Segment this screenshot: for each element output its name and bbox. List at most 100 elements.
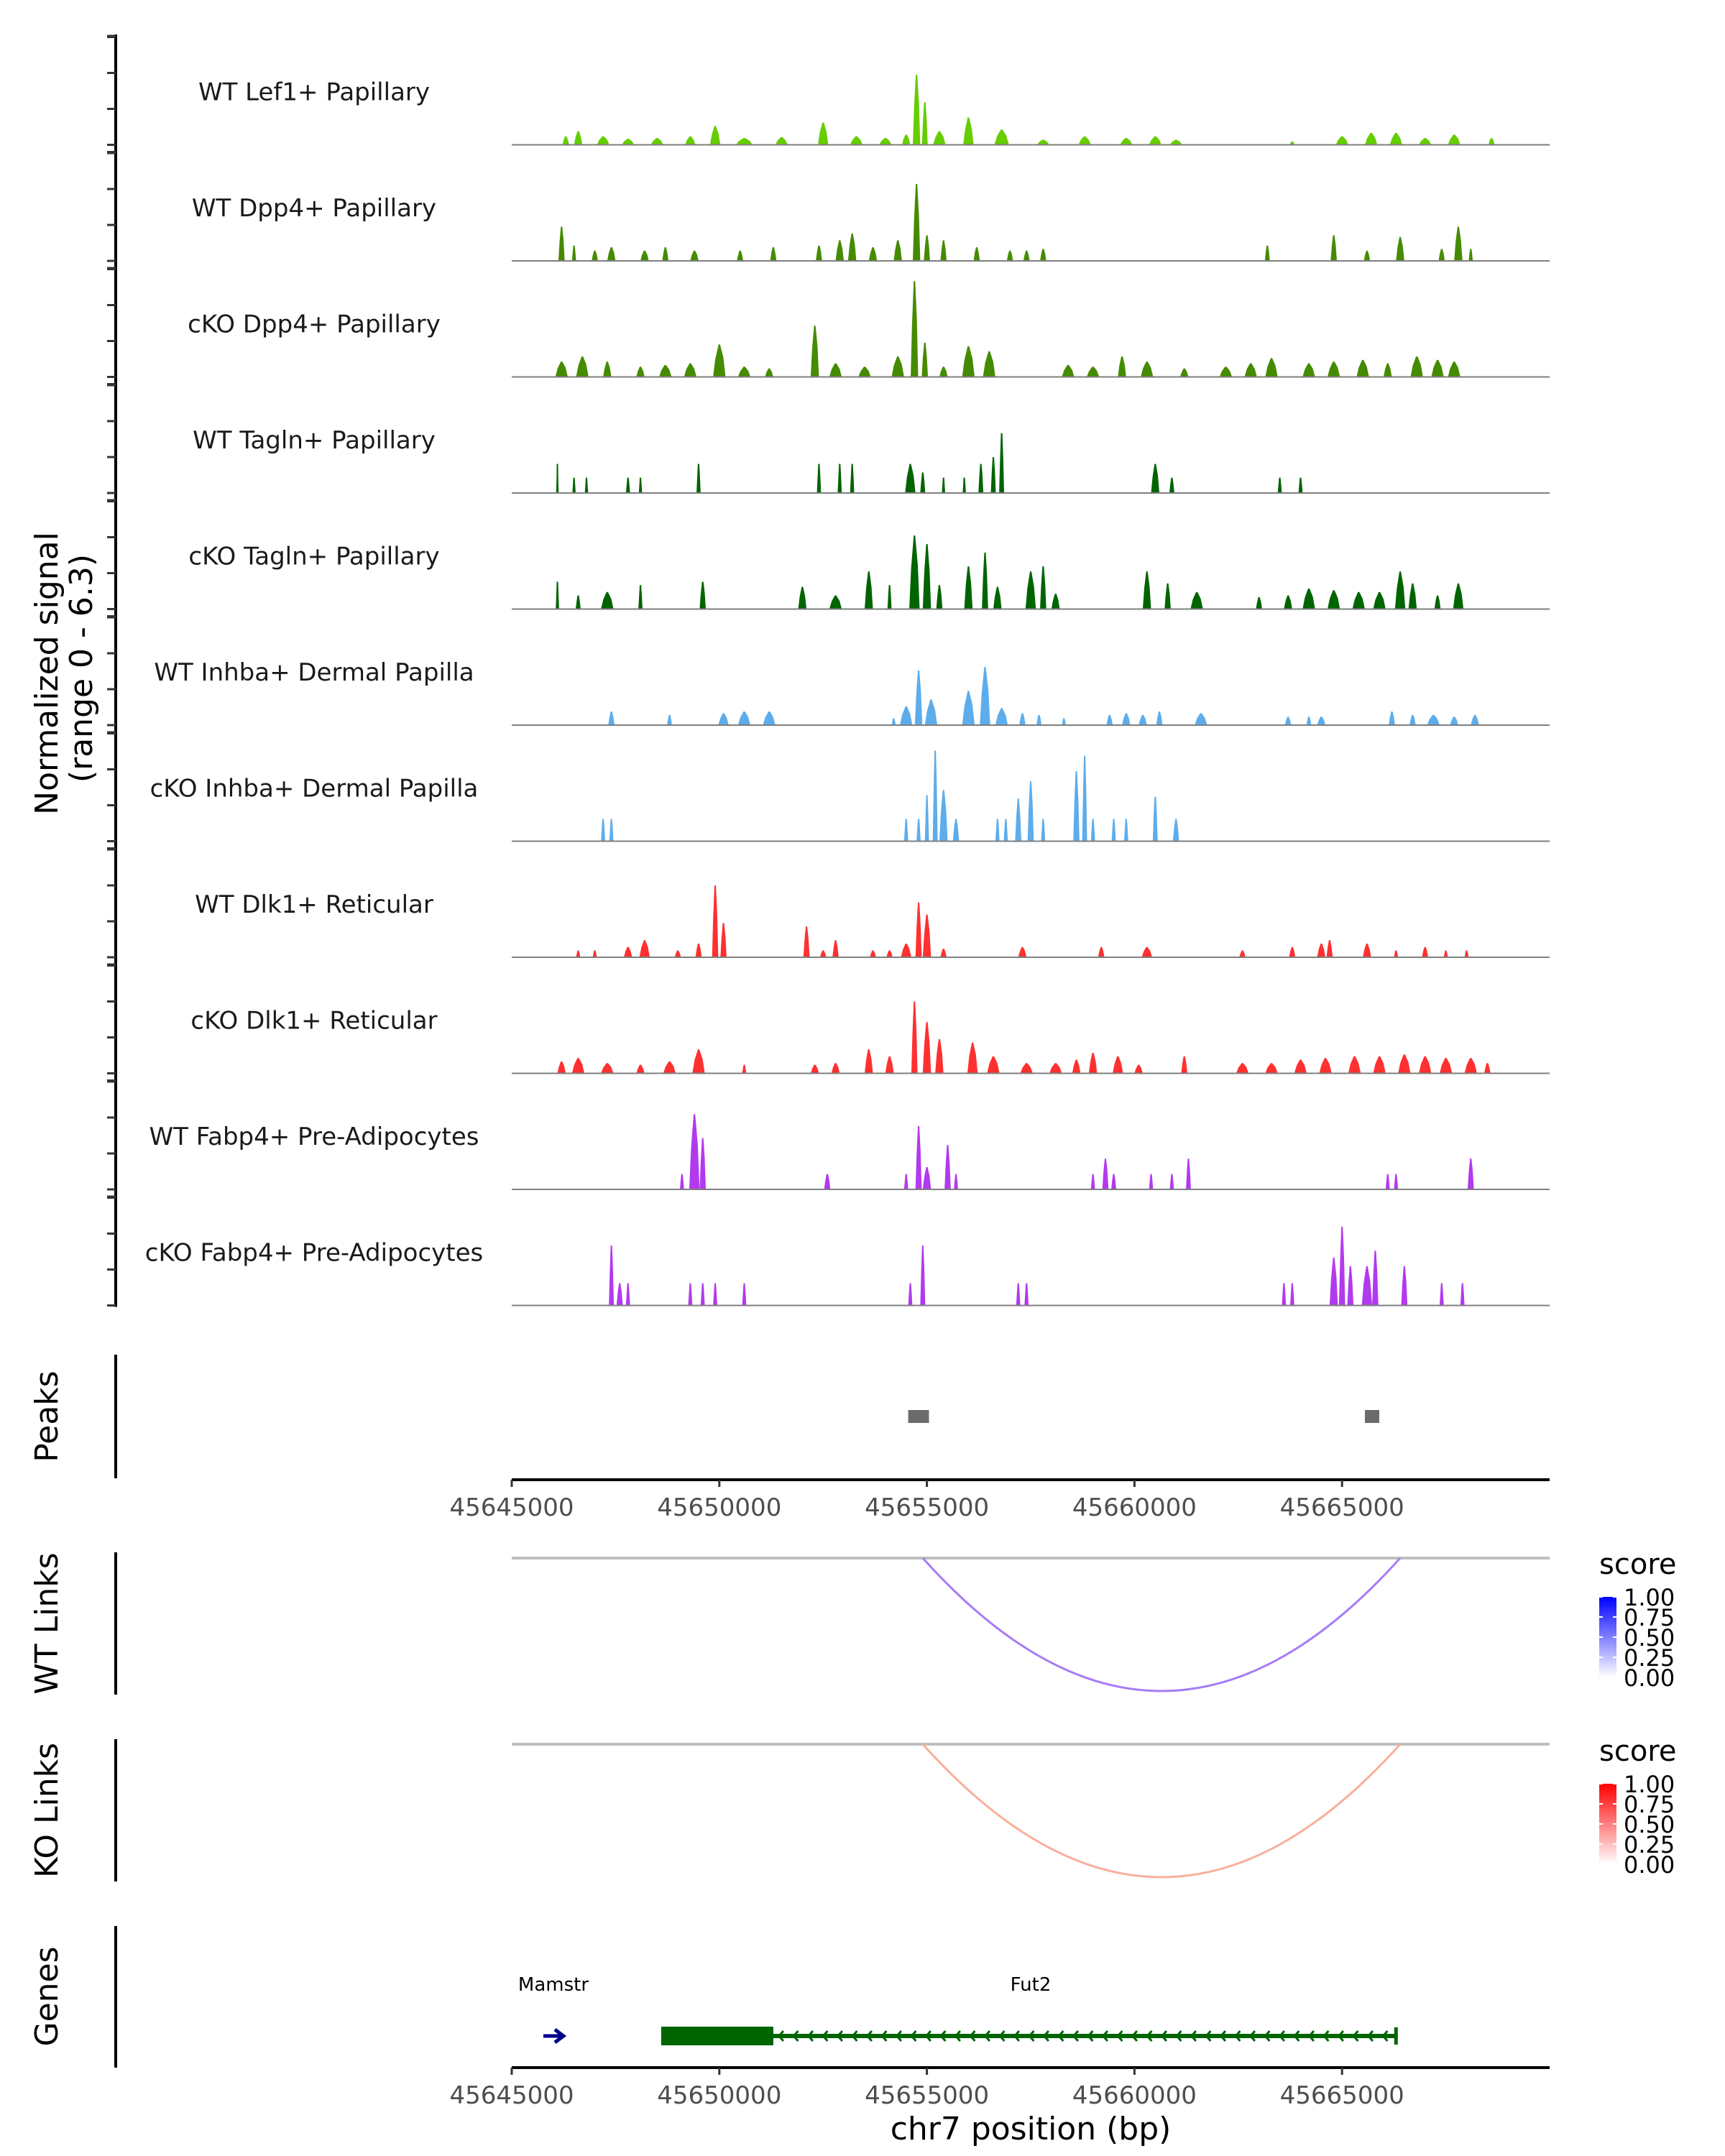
coverage-track: WT Tagln+ Papillary xyxy=(193,426,1550,494)
signal-peak xyxy=(609,819,614,842)
signal-peak xyxy=(775,137,788,145)
strand-chevron-icon xyxy=(1307,2030,1315,2042)
signal-peak xyxy=(915,1125,922,1189)
legend-tick-label: 0.50 xyxy=(1624,1811,1675,1838)
signal-peak xyxy=(1338,1226,1346,1306)
signal-peak xyxy=(1172,819,1179,842)
signal-peak xyxy=(1102,1158,1109,1189)
signal-peak xyxy=(1431,359,1444,377)
signal-peak xyxy=(556,581,559,609)
signal-peak xyxy=(1282,1283,1287,1306)
signal-peak xyxy=(684,363,697,377)
signal-peak xyxy=(603,361,612,377)
signal-peak xyxy=(709,126,721,145)
signal-peak xyxy=(737,367,751,377)
peak-regions xyxy=(908,1410,1379,1423)
signal-peak xyxy=(939,790,948,842)
signal-peak xyxy=(1408,583,1417,609)
signal-peak xyxy=(597,136,610,145)
signal-peak xyxy=(879,137,892,145)
signal-peak xyxy=(886,950,893,957)
strand-chevron-icon xyxy=(969,2030,976,2042)
wt-links-panel: WT Links xyxy=(29,1552,1550,1695)
signal-peak xyxy=(1439,1058,1453,1074)
signal-peak xyxy=(1372,1250,1379,1306)
signal-peak xyxy=(850,136,863,145)
signal-peak xyxy=(868,247,878,261)
signal-peak xyxy=(1051,594,1060,609)
signal-peak xyxy=(609,1245,615,1306)
signal-peak xyxy=(700,1283,705,1306)
gene-model: Mamstr xyxy=(518,1974,589,2044)
signal-peak xyxy=(1020,1063,1033,1074)
signal-peak xyxy=(850,464,855,493)
signal-y-axis xyxy=(107,34,117,1307)
ko-score-legend: score 1.000.750.500.250.00 xyxy=(1599,1735,1676,1879)
signal-peak xyxy=(982,552,988,609)
signal-peak xyxy=(659,364,672,377)
signal-peak xyxy=(994,129,1009,145)
signal-peak xyxy=(689,1114,700,1189)
coverage-track: cKO Fabp4+ Pre-Adipocytes xyxy=(145,1226,1550,1307)
coverage-track: cKO Tagln+ Papillary xyxy=(188,535,1550,610)
signal-peak xyxy=(638,585,643,609)
signal-peak xyxy=(891,718,896,725)
signal-peak xyxy=(692,1049,705,1074)
signal-peak xyxy=(964,566,973,609)
signal-peak xyxy=(924,795,929,842)
signal-peak xyxy=(1019,713,1026,725)
signal-peak xyxy=(562,136,569,145)
coverage-track: WT Lef1+ Papillary xyxy=(198,74,1550,146)
signal-peak xyxy=(1373,591,1386,609)
wt-links-arcs xyxy=(512,1557,1550,1692)
gene-label: Fut2 xyxy=(1011,1974,1052,1996)
signal-peak xyxy=(1294,1059,1307,1074)
signal-peak xyxy=(696,464,701,493)
signal-peak xyxy=(742,1283,747,1306)
strand-chevron-icon xyxy=(1160,2030,1168,2042)
strand-chevron-icon xyxy=(1381,2030,1389,2042)
signal-peak xyxy=(572,477,576,493)
signal-peak xyxy=(1016,1283,1021,1306)
track-label: cKO Inhba+ Dermal Papilla xyxy=(150,775,479,803)
signal-peak xyxy=(847,233,857,261)
signal-peak xyxy=(1488,137,1495,145)
signal-peak xyxy=(1113,1056,1123,1074)
track-label: cKO Dlk1+ Reticular xyxy=(190,1007,437,1036)
signal-peak xyxy=(1169,139,1182,145)
signal-peak xyxy=(962,477,966,493)
legend-tick-label: 0.00 xyxy=(1624,1664,1675,1692)
strand-chevron-icon xyxy=(1264,2030,1271,2042)
signal-peak xyxy=(625,1283,630,1306)
signal-peak xyxy=(1306,717,1312,725)
signal-peak xyxy=(837,464,842,493)
signal-peak xyxy=(1317,943,1326,957)
signal-peak xyxy=(1179,368,1189,377)
signal-peak xyxy=(810,1064,819,1074)
signal-peak xyxy=(922,1167,932,1189)
signal-peak xyxy=(1264,245,1270,261)
strand-chevron-icon xyxy=(1072,2030,1080,2042)
signal-peak xyxy=(831,1063,840,1074)
signal-peak xyxy=(1049,1063,1062,1074)
signal-peak xyxy=(914,670,923,725)
signal-peak xyxy=(935,1038,944,1074)
x-tick-label: 45665000 xyxy=(1280,2081,1404,2110)
x-tick-label: 45665000 xyxy=(1280,1493,1404,1522)
signal-peak xyxy=(616,1283,623,1306)
legend-tick-label: 0.25 xyxy=(1624,1644,1675,1672)
signal-peak xyxy=(1319,1058,1332,1074)
signal-peak xyxy=(1164,583,1171,609)
signal-peak xyxy=(584,477,589,493)
signal-peak xyxy=(663,1061,676,1074)
signal-peak xyxy=(1454,226,1463,261)
signal-peak xyxy=(735,137,753,145)
signal-peak xyxy=(695,943,702,957)
signal-peak xyxy=(1190,591,1203,609)
peak-region xyxy=(908,1410,929,1423)
signal-peak xyxy=(1361,1266,1373,1306)
signal-peak xyxy=(1039,249,1046,261)
strand-chevron-icon xyxy=(939,2030,947,2042)
strand-chevron-icon xyxy=(1042,2030,1050,2042)
